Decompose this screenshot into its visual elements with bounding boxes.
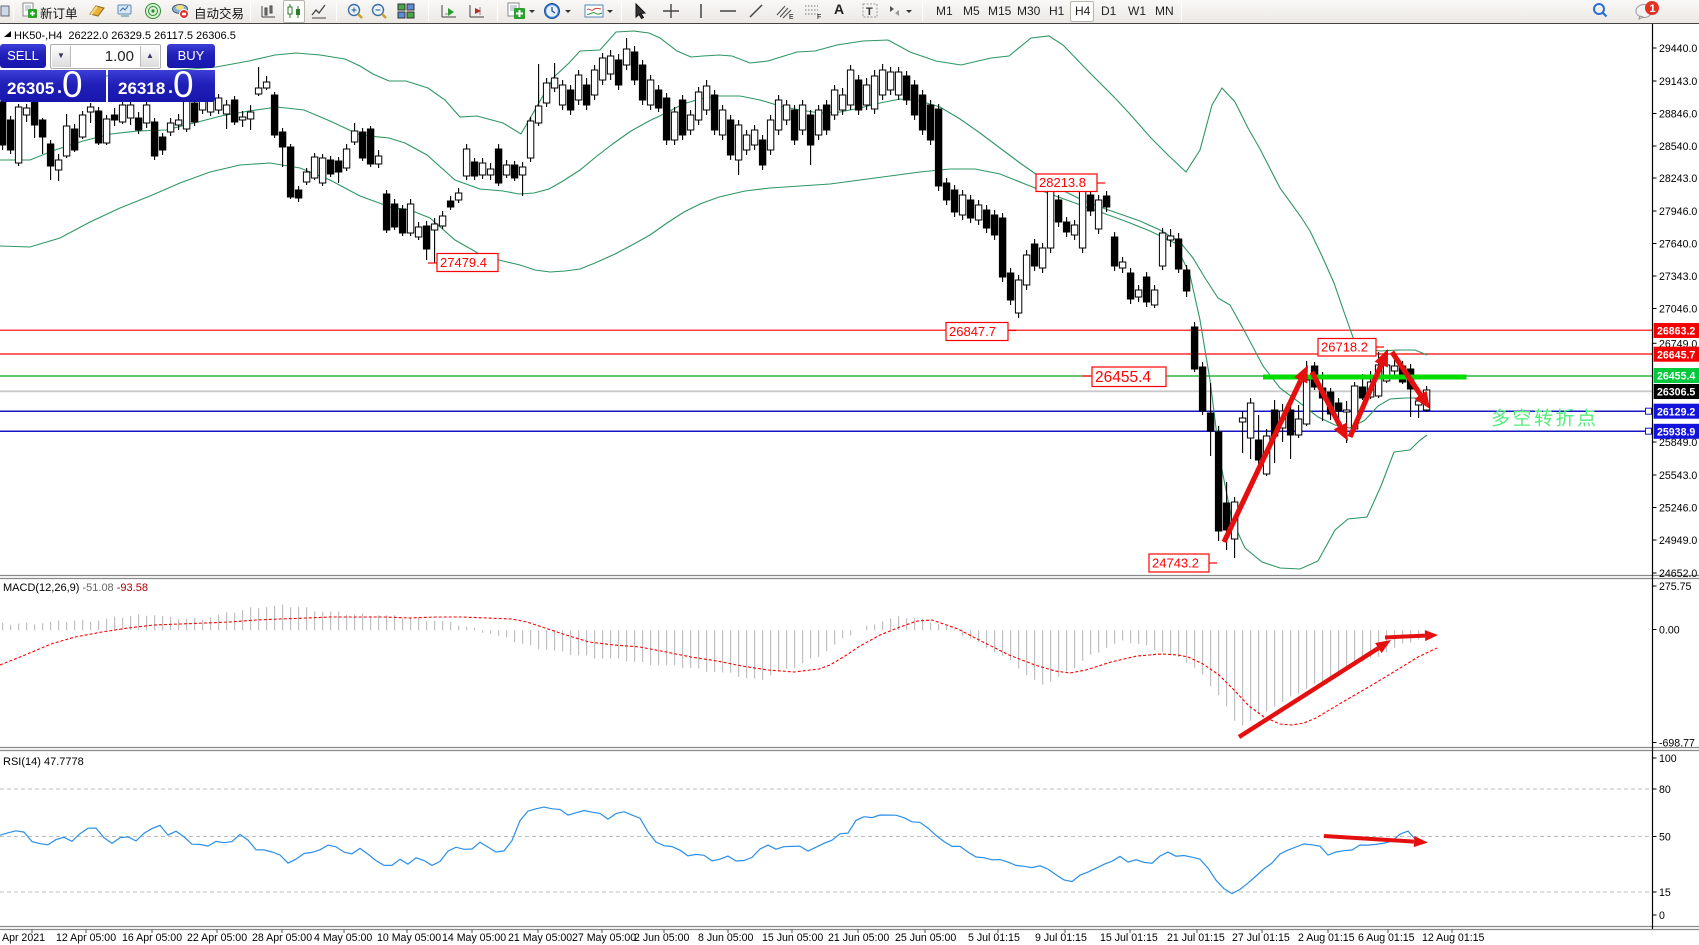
svg-text:MACD(12,26,9) -51.08 -93.58: MACD(12,26,9) -51.08 -93.58 (3, 582, 148, 594)
svg-text:21 Jul 01:15: 21 Jul 01:15 (1167, 932, 1225, 944)
svg-text:27640.0: 27640.0 (1659, 239, 1697, 251)
svg-text:29440.0: 29440.0 (1659, 43, 1697, 55)
svg-text:14 May 05:00: 14 May 05:00 (442, 932, 506, 944)
svg-text:26847.7: 26847.7 (949, 324, 996, 339)
svg-text:50: 50 (1659, 832, 1671, 844)
svg-text:26455.4: 26455.4 (1657, 371, 1695, 383)
svg-text:2 Jun 05:00: 2 Jun 05:00 (634, 932, 689, 944)
svg-text:29143.0: 29143.0 (1659, 76, 1697, 88)
svg-text:16 Apr 05:00: 16 Apr 05:00 (122, 932, 182, 944)
svg-text:HK50-,H4 26222.0 26329.5 2611: HK50-,H4 26222.0 26329.5 26117.5 26306.5 (14, 30, 236, 42)
svg-text:T: T (866, 6, 873, 18)
svg-text:21 Jun 05:00: 21 Jun 05:00 (828, 932, 889, 944)
svg-text:E: E (789, 14, 794, 20)
svg-text:8 Jun 05:00: 8 Jun 05:00 (698, 932, 753, 944)
svg-text:2 Aug 01:15: 2 Aug 01:15 (1298, 932, 1355, 944)
svg-text:24949.0: 24949.0 (1659, 535, 1697, 547)
svg-text:F: F (817, 14, 821, 20)
svg-text:12 Aug 01:15: 12 Aug 01:15 (1422, 932, 1485, 944)
svg-text:28213.8: 28213.8 (1039, 175, 1086, 190)
svg-text:26863.2: 26863.2 (1657, 326, 1695, 338)
svg-text:RSI(14) 47.7778: RSI(14) 47.7778 (3, 756, 84, 768)
svg-text:28 Apr 05:00: 28 Apr 05:00 (252, 932, 312, 944)
svg-text:25849.0: 25849.0 (1659, 437, 1697, 449)
svg-text:26306.5: 26306.5 (1657, 387, 1695, 399)
svg-text:27343.0: 27343.0 (1659, 271, 1697, 283)
svg-text:28846.0: 28846.0 (1659, 109, 1697, 121)
svg-text:27946.0: 27946.0 (1659, 206, 1697, 218)
svg-text:28540.0: 28540.0 (1659, 141, 1697, 153)
svg-text:24743.2: 24743.2 (1152, 556, 1199, 571)
svg-text:21 May 05:00: 21 May 05:00 (508, 932, 572, 944)
svg-text:28243.0: 28243.0 (1659, 173, 1697, 185)
svg-text:-698.77: -698.77 (1659, 738, 1695, 750)
svg-text:27479.4: 27479.4 (440, 255, 487, 270)
svg-text:80: 80 (1659, 784, 1671, 796)
svg-text:15 Jun 05:00: 15 Jun 05:00 (762, 932, 823, 944)
svg-text:10 May 05:00: 10 May 05:00 (377, 932, 441, 944)
svg-text:15: 15 (1659, 887, 1671, 899)
svg-text:25938.9: 25938.9 (1657, 427, 1695, 439)
svg-text:12 Apr 05:00: 12 Apr 05:00 (56, 932, 116, 944)
svg-text:100: 100 (1659, 753, 1677, 765)
svg-text:22 Apr 05:00: 22 Apr 05:00 (187, 932, 247, 944)
svg-text:4 May 05:00: 4 May 05:00 (314, 932, 372, 944)
svg-text:0.00: 0.00 (1659, 625, 1680, 637)
svg-text:多空转折点: 多空转折点 (1491, 408, 1599, 430)
svg-text:25543.0: 25543.0 (1659, 470, 1697, 482)
svg-text:25246.0: 25246.0 (1659, 503, 1697, 515)
svg-text:Apr 2021: Apr 2021 (2, 932, 45, 944)
svg-text:26718.2: 26718.2 (1321, 340, 1368, 355)
svg-text:27046.0: 27046.0 (1659, 304, 1697, 316)
svg-text:275.75: 275.75 (1659, 581, 1692, 593)
svg-text:15 Jul 01:15: 15 Jul 01:15 (1100, 932, 1158, 944)
svg-text:5 Jul 01:15: 5 Jul 01:15 (968, 932, 1020, 944)
svg-text:6 Aug 01:15: 6 Aug 01:15 (1358, 932, 1415, 944)
svg-text:27 May 05:00: 27 May 05:00 (572, 932, 636, 944)
svg-text:26645.7: 26645.7 (1657, 349, 1695, 361)
svg-text:26455.4: 26455.4 (1095, 369, 1151, 386)
svg-text:27 Jul 01:15: 27 Jul 01:15 (1232, 932, 1290, 944)
svg-text:25 Jun 05:00: 25 Jun 05:00 (895, 932, 956, 944)
svg-text:24652.0: 24652.0 (1659, 568, 1697, 580)
svg-text:0: 0 (1659, 910, 1665, 922)
svg-text:9 Jul 01:15: 9 Jul 01:15 (1035, 932, 1087, 944)
svg-text:26129.2: 26129.2 (1657, 406, 1695, 418)
svg-text:1: 1 (1650, 3, 1656, 15)
